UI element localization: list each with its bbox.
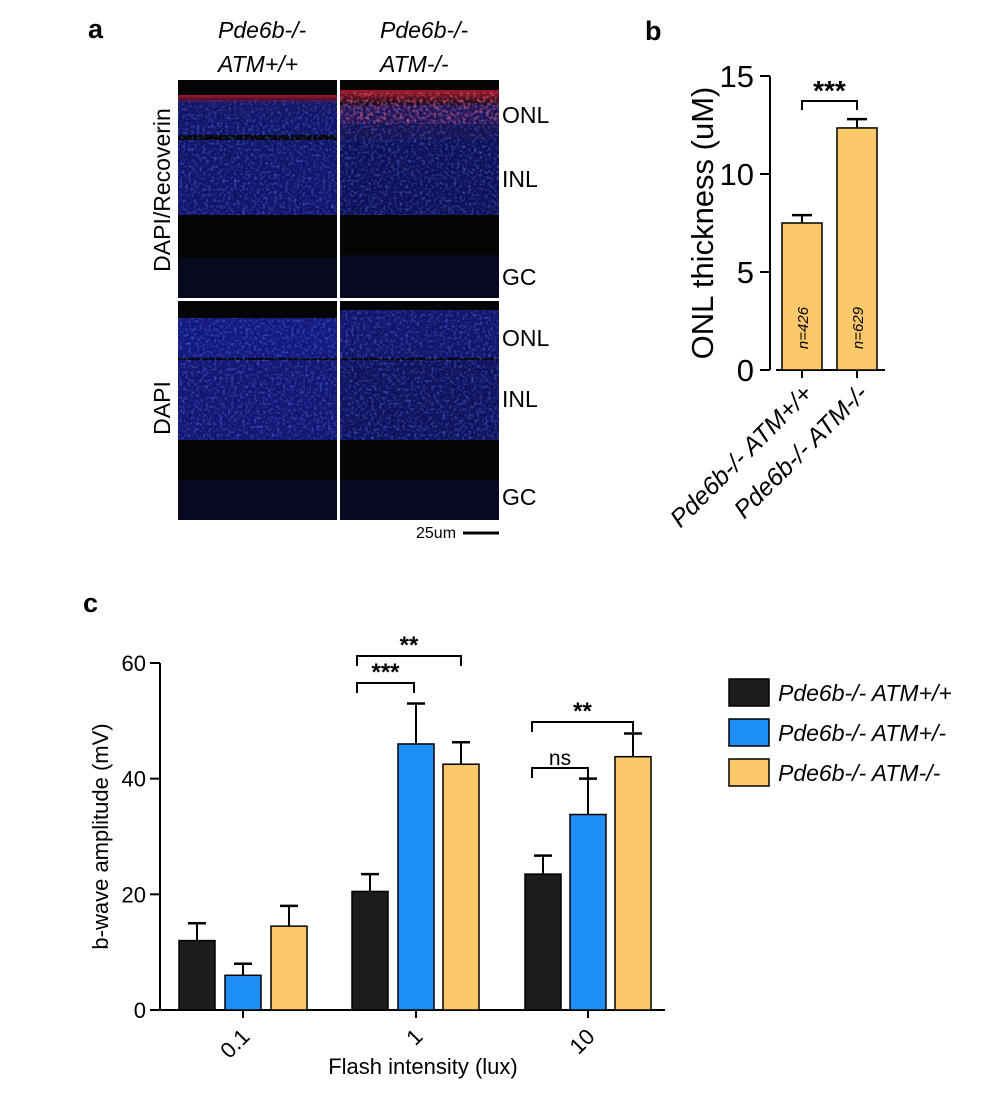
panel-b-y-tick-label: 10	[720, 157, 754, 192]
panel-c-y-tick-label: 0	[134, 998, 146, 1023]
column-header-1-line1: Pde6b-/-	[218, 17, 307, 43]
layer-label-inl-top: INL	[502, 166, 538, 192]
column-header-1-line2: ATM+/+	[216, 51, 298, 77]
micrograph-bottom-right	[340, 301, 499, 520]
panel-a-letter: a	[88, 14, 104, 44]
panel-b-significance-label: ***	[813, 75, 846, 106]
panel-c-bar	[397, 743, 435, 1011]
panel-b-y-tick-label: 15	[720, 59, 754, 94]
panel-c-bar	[351, 890, 389, 1011]
panel-b-bar-annotation: n=629	[850, 306, 867, 349]
panel-b-letter: b	[645, 16, 662, 46]
column-header-2-line2: ATM-/-	[378, 51, 449, 77]
panel-c-y-tick-label: 40	[122, 767, 146, 792]
row-label-dapi-recoverin: DAPI/Recoverin	[149, 108, 175, 272]
panel-c-significance-bracket	[356, 682, 415, 693]
panel-c-x-tick-label: 0.1	[215, 1024, 254, 1063]
panel-c-significance-label: ***	[371, 659, 400, 686]
micrograph-bottom-left	[178, 301, 337, 520]
panel-c-significance-label: **	[573, 698, 592, 725]
panel-c: c 0 20 40 60 b-wave amplitude (mV) Flash inte…	[83, 588, 952, 1079]
layer-label-onl-bottom: ONL	[502, 325, 550, 351]
panel-c-legend-swatch	[728, 718, 770, 747]
panel-c-letter: c	[83, 588, 98, 618]
panel-b-significance-bracket	[801, 100, 858, 110]
panel-c-significance-bracket	[531, 767, 589, 778]
panel-c-y-axis-label: b-wave amplitude (mV)	[88, 723, 113, 949]
micrograph-top-right	[340, 80, 499, 298]
panel-c-bar	[614, 755, 652, 1011]
panel-c-bar	[524, 873, 562, 1011]
panel-c-x-axis-label: Flash intensity (lux)	[328, 1054, 518, 1079]
panel-c-significance-bracket	[356, 655, 462, 666]
layer-labels-bottom: ONL INL GC	[502, 325, 550, 510]
column-header-1: Pde6b-/- ATM+/+	[216, 17, 307, 77]
micrograph-grid	[178, 80, 499, 520]
panel-c-legend-swatch	[728, 758, 770, 787]
panel-b-bar-annotation: n=426	[795, 306, 812, 349]
panel-c-legend-label: Pde6b-/- ATM+/+	[778, 680, 952, 706]
panel-c-bar	[224, 974, 262, 1011]
micrograph-top-left	[178, 80, 337, 298]
panel-b-y-axis-label: ONL thickness (uM)	[685, 87, 720, 360]
panel-c-significance-bracket	[531, 721, 634, 732]
panel-c-x-tick-label: 10	[565, 1024, 600, 1059]
panel-c-legend-label: Pde6b-/- ATM-/-	[778, 760, 941, 786]
panel-c-y-tick-label: 20	[122, 882, 146, 907]
panel-c-significance-label: **	[400, 632, 419, 659]
panel-c-y-tick-label: 60	[122, 651, 146, 676]
panel-c-x-tick-label: 1	[401, 1024, 427, 1050]
layer-label-gc-bottom: GC	[502, 484, 537, 510]
layer-label-gc-top: GC	[502, 264, 537, 290]
scale-bar: 25um	[416, 525, 499, 542]
row-label-dapi: DAPI	[149, 381, 175, 435]
column-header-2: Pde6b-/- ATM-/-	[378, 17, 469, 77]
column-header-2-line1: Pde6b-/-	[380, 17, 469, 43]
panel-b-bar	[836, 127, 878, 371]
panel-c-bar	[178, 939, 216, 1011]
panel-c-legend-swatch	[728, 678, 770, 707]
panel-c-bar	[569, 813, 607, 1011]
panel-a: a Pde6b-/- ATM+/+ Pde6b-/- ATM-/- DAPI/R…	[88, 14, 550, 542]
panel-c-bar	[270, 925, 308, 1011]
panel-c-significance-label: ns	[549, 747, 571, 770]
layer-label-onl-top: ONL	[502, 102, 550, 128]
layer-labels-top: ONL INL GC	[502, 102, 550, 290]
panel-c-legend-label: Pde6b-/- ATM+/-	[778, 720, 946, 746]
scale-bar-label: 25um	[416, 525, 456, 542]
panel-b-y-tick-label: 5	[737, 255, 754, 290]
panel-b-y-tick-label: 0	[737, 353, 754, 388]
panel-c-bar	[442, 763, 480, 1011]
layer-label-inl-bottom: INL	[502, 386, 538, 412]
